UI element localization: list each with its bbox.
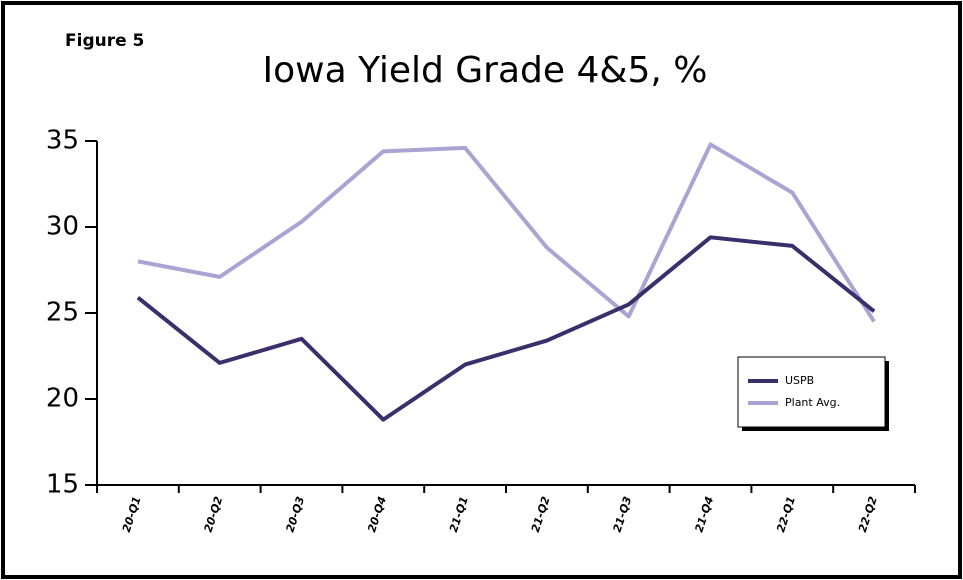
chart-title: Iowa Yield Grade 4&5, % [263,50,708,91]
y-tick-label: 25 [46,298,79,328]
y-tick-label: 15 [46,470,79,500]
y-tick-label: 30 [46,212,79,242]
series-line [137,142,876,323]
y-tick-label: 20 [46,384,79,414]
legend-label: Plant Avg. [785,396,840,409]
legend [737,356,886,428]
legend-label: USPB [785,374,814,387]
figure-label: Figure 5 [65,31,144,51]
y-tick-label: 35 [46,126,79,156]
series-line [136,235,876,422]
